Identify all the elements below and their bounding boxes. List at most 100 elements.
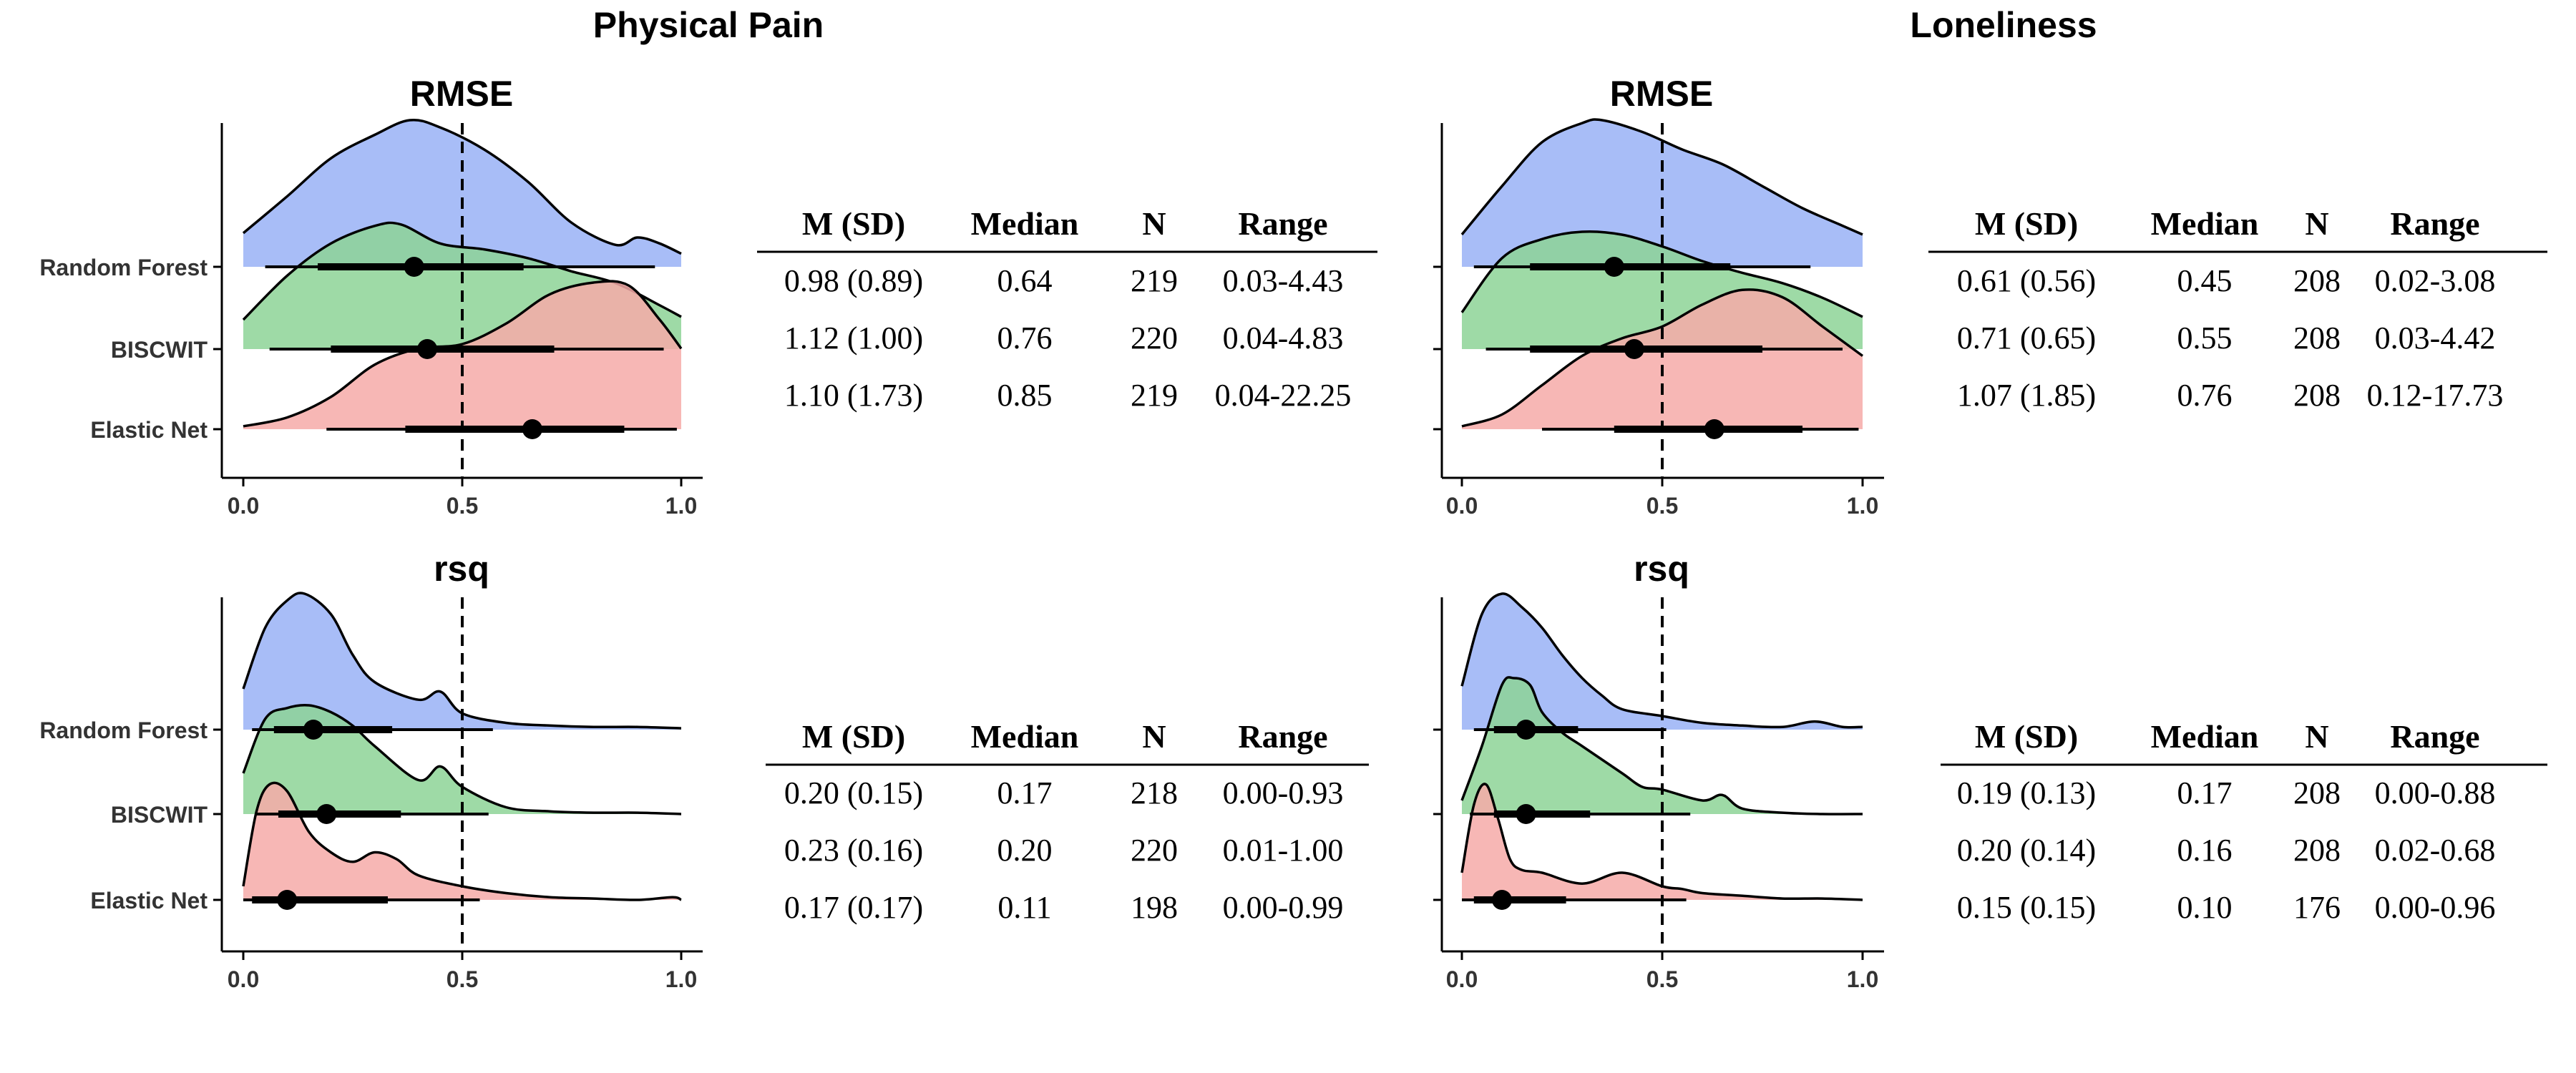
table-header-range: Range xyxy=(1238,718,1327,755)
table-cell: 0.00-0.88 xyxy=(2375,775,2496,810)
table-cell: 0.01-1.00 xyxy=(1223,833,1344,868)
table-cell: 0.03-4.42 xyxy=(2375,320,2496,356)
section-title-physical-pain: Physical Pain xyxy=(593,5,824,45)
table-cell: 0.23 (0.16) xyxy=(784,833,923,868)
table-cell: 0.20 (0.15) xyxy=(784,775,923,810)
table-cell: 0.00-0.99 xyxy=(1223,890,1344,925)
density-fill-random-forest xyxy=(243,119,681,267)
table-cell: 1.12 (1.00) xyxy=(784,320,923,356)
point-estimate-random-forest xyxy=(404,257,424,277)
panel-title: RMSE xyxy=(1610,74,1713,114)
point-estimate-elastic-net xyxy=(1704,419,1724,439)
stats-table: M (SD) Median N Range 0.98 (0.89) 0.64 219 0.03… xyxy=(757,205,1377,413)
panel-loneliness-rmse: RMSE 0.0 0.5 1.0 M (SD) Median N Range 0.61 (0.5… xyxy=(1433,74,2547,519)
table-header-median: Median xyxy=(2151,718,2259,755)
stats-table: M (SD) Median N Range 0.61 (0.56) 0.45 208 0.02… xyxy=(1928,205,2547,413)
density-fill-random-forest xyxy=(1462,593,1863,730)
table-header-m-sd: M (SD) xyxy=(802,718,905,755)
point-estimate-elastic-net xyxy=(1492,890,1512,910)
point-estimate-elastic-net xyxy=(277,890,298,910)
table-header-range: Range xyxy=(2390,718,2479,755)
x-tick-label: 0.0 xyxy=(1446,966,1478,992)
table-header-n: N xyxy=(1142,205,1166,242)
y-tick-label-elastic-net: Elastic Net xyxy=(90,888,208,913)
table-header-n: N xyxy=(2305,718,2328,755)
table-cell: 176 xyxy=(2293,890,2341,925)
table-cell: 0.00-0.93 xyxy=(1223,775,1344,810)
y-tick-label-biscwit: BISCWIT xyxy=(111,802,208,828)
point-estimate-biscwit xyxy=(1516,804,1536,824)
table-cell: 1.10 (1.73) xyxy=(784,378,923,413)
density-fill-elastic-net xyxy=(1462,783,1863,900)
table-cell: 219 xyxy=(1131,263,1178,298)
table-cell: 208 xyxy=(2293,320,2341,356)
density-curve-random-forest xyxy=(242,118,682,255)
panels-container: RMSE Random Forest BISCWIT Elastic Net 0.0 0.… xyxy=(39,74,2547,992)
table-cell: 0.04-22.25 xyxy=(1215,378,1352,413)
panel-physical-pain-rmse: RMSE Random Forest BISCWIT Elastic Net 0.0 0.… xyxy=(39,74,1377,519)
x-tick-label: 0.0 xyxy=(228,966,259,992)
x-tick-label: 0.5 xyxy=(447,966,478,992)
x-tick-label: 1.0 xyxy=(665,493,697,519)
stats-table: M (SD) Median N Range 0.20 (0.15) 0.17 218 0.00… xyxy=(766,718,1369,925)
table-cell: 220 xyxy=(1131,320,1178,356)
density-curve-elastic-net xyxy=(242,781,682,901)
point-estimate-random-forest xyxy=(303,720,323,740)
point-estimate-biscwit xyxy=(316,804,337,824)
table-cell: 218 xyxy=(1131,775,1178,810)
table-cell: 0.17 xyxy=(2177,775,2233,810)
table-cell: 0.10 xyxy=(2177,890,2233,925)
table-cell: 0.03-4.43 xyxy=(1223,263,1344,298)
table-header-median: Median xyxy=(2151,205,2259,242)
table-header-m-sd: M (SD) xyxy=(802,205,905,242)
table-header-m-sd: M (SD) xyxy=(1975,718,2078,755)
table-cell: 0.00-0.96 xyxy=(2375,890,2496,925)
density-curve-biscwit xyxy=(1460,230,1863,318)
density-fill-random-forest xyxy=(1462,119,1863,267)
table-cell: 0.20 xyxy=(997,833,1053,868)
density-fill-elastic-net xyxy=(243,783,681,901)
table-header-m-sd: M (SD) xyxy=(1975,205,2078,242)
panel-title: rsq xyxy=(1634,549,1689,589)
table-cell: 0.17 (0.17) xyxy=(784,890,923,925)
density-curve-random-forest xyxy=(1460,592,1863,729)
table-cell: 0.12-17.73 xyxy=(2367,378,2504,413)
x-tick-label: 0.5 xyxy=(447,493,478,519)
density-curve-elastic-net xyxy=(1461,288,1864,428)
density-fill-elastic-net xyxy=(1462,289,1863,429)
x-tick-label: 0.5 xyxy=(1646,966,1678,992)
point-estimate-biscwit xyxy=(1624,339,1644,359)
density-curve-random-forest xyxy=(242,592,682,730)
table-cell: 219 xyxy=(1131,378,1178,413)
panel-physical-pain-rsq: rsq Random Forest BISCWIT Elastic Net 0.0 0.5… xyxy=(39,549,1369,992)
section-title-loneliness: Loneliness xyxy=(1910,5,2097,45)
table-cell: 0.04-4.83 xyxy=(1223,320,1344,356)
x-tick-label: 0.0 xyxy=(228,493,259,519)
table-cell: 0.64 xyxy=(997,263,1053,298)
point-estimate-elastic-net xyxy=(522,419,542,439)
table-cell: 0.02-3.08 xyxy=(2375,263,2496,298)
table-header-n: N xyxy=(1142,718,1166,755)
table-header-range: Range xyxy=(1238,205,1327,242)
density-curve-biscwit xyxy=(242,703,682,815)
table-header-median: Median xyxy=(971,718,1079,755)
table-cell: 0.11 xyxy=(997,890,1051,925)
table-cell: 0.61 (0.56) xyxy=(1957,263,2096,298)
table-cell: 0.76 xyxy=(2177,378,2233,413)
density-curve-elastic-net xyxy=(1460,783,1863,901)
panel-loneliness-rsq: rsq 0.0 0.5 1.0 M (SD) Median N Range 0.19 (0.13… xyxy=(1433,549,2547,992)
table-cell: 0.76 xyxy=(997,320,1053,356)
y-tick-label-elastic-net: Elastic Net xyxy=(90,417,208,443)
density-fill-biscwit xyxy=(1462,677,1863,815)
table-cell: 0.17 xyxy=(997,775,1053,810)
table-cell: 0.71 (0.65) xyxy=(1957,320,2096,356)
x-tick-label: 0.5 xyxy=(1646,493,1678,519)
table-cell: 0.02-0.68 xyxy=(2375,833,2496,868)
table-cell: 208 xyxy=(2293,833,2341,868)
y-tick-label-random-forest: Random Forest xyxy=(39,717,208,743)
table-cell: 0.55 xyxy=(2177,320,2233,356)
x-tick-label: 0.0 xyxy=(1446,493,1478,519)
point-estimate-random-forest xyxy=(1604,257,1624,277)
table-cell: 198 xyxy=(1131,890,1178,925)
